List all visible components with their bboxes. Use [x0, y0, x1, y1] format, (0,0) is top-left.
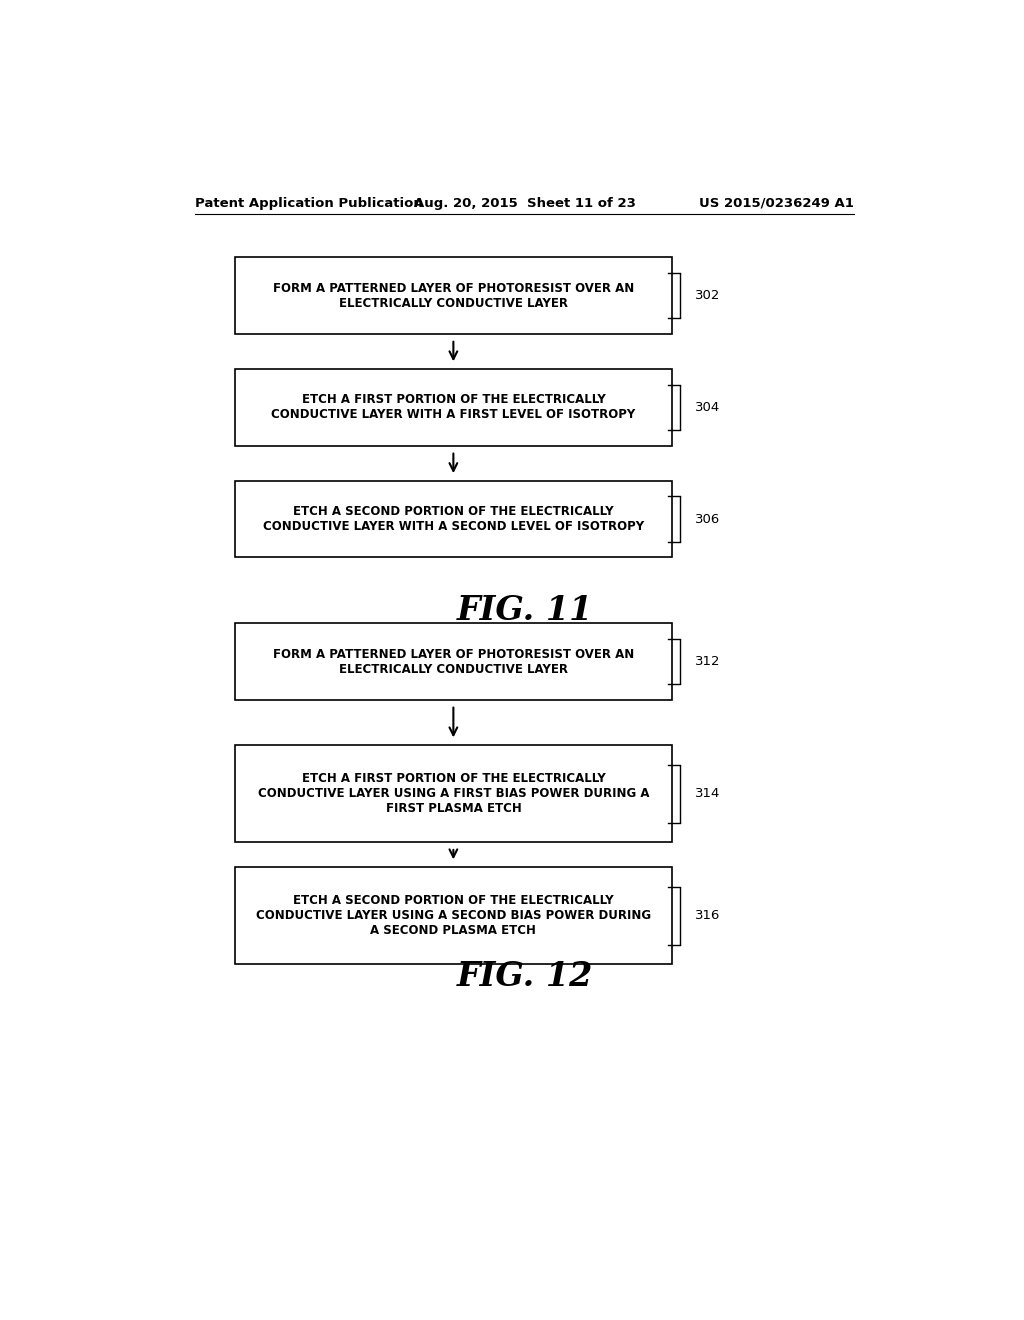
Text: Patent Application Publication: Patent Application Publication — [196, 197, 423, 210]
Text: ETCH A SECOND PORTION OF THE ELECTRICALLY
CONDUCTIVE LAYER WITH A SECOND LEVEL O: ETCH A SECOND PORTION OF THE ELECTRICALL… — [263, 506, 644, 533]
Text: ETCH A FIRST PORTION OF THE ELECTRICALLY
CONDUCTIVE LAYER USING A FIRST BIAS POW: ETCH A FIRST PORTION OF THE ELECTRICALLY… — [258, 772, 649, 816]
Text: 306: 306 — [695, 512, 721, 525]
Text: FIG. 11: FIG. 11 — [457, 594, 593, 627]
Text: 316: 316 — [695, 909, 721, 923]
Bar — [236, 370, 672, 446]
Bar — [236, 480, 672, 557]
Bar — [236, 746, 672, 842]
Bar — [236, 257, 672, 334]
Bar — [236, 867, 672, 964]
Text: FORM A PATTERNED LAYER OF PHOTORESIST OVER AN
ELECTRICALLY CONDUCTIVE LAYER: FORM A PATTERNED LAYER OF PHOTORESIST OV… — [272, 648, 634, 676]
Text: 304: 304 — [695, 401, 721, 414]
Text: FORM A PATTERNED LAYER OF PHOTORESIST OVER AN
ELECTRICALLY CONDUCTIVE LAYER: FORM A PATTERNED LAYER OF PHOTORESIST OV… — [272, 281, 634, 310]
Text: 312: 312 — [695, 655, 721, 668]
Text: Aug. 20, 2015  Sheet 11 of 23: Aug. 20, 2015 Sheet 11 of 23 — [414, 197, 636, 210]
Text: 302: 302 — [695, 289, 721, 302]
Text: FIG. 12: FIG. 12 — [457, 960, 593, 993]
Text: ETCH A FIRST PORTION OF THE ELECTRICALLY
CONDUCTIVE LAYER WITH A FIRST LEVEL OF : ETCH A FIRST PORTION OF THE ELECTRICALLY… — [271, 393, 636, 421]
Text: ETCH A SECOND PORTION OF THE ELECTRICALLY
CONDUCTIVE LAYER USING A SECOND BIAS P: ETCH A SECOND PORTION OF THE ELECTRICALL… — [256, 894, 651, 937]
Text: 314: 314 — [695, 787, 721, 800]
Text: US 2015/0236249 A1: US 2015/0236249 A1 — [699, 197, 854, 210]
Bar — [236, 623, 672, 700]
